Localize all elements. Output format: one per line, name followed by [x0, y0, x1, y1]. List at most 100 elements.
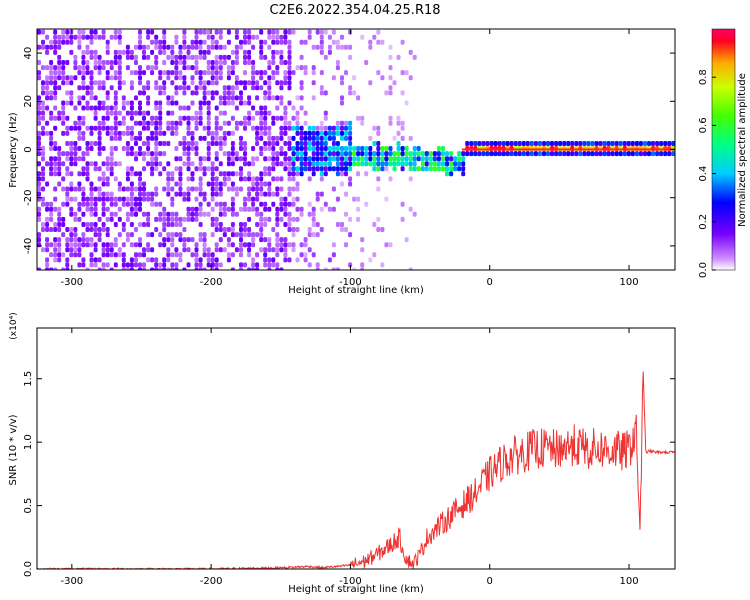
heatmap-cell	[441, 156, 445, 162]
heatmap-cell	[81, 232, 86, 238]
heatmap-cell	[222, 171, 227, 177]
heatmap-cell	[267, 85, 272, 91]
heatmap-cell	[214, 191, 219, 197]
heatmap-cell	[610, 141, 615, 146]
heatmap-cell	[319, 135, 324, 141]
heatmap-cell	[517, 151, 522, 157]
snr-x-tick-label: -200	[200, 576, 223, 587]
heatmap-cell	[400, 201, 405, 207]
heatmap-cell	[537, 141, 542, 146]
heatmap-cell	[166, 186, 171, 192]
heatmap-cell	[77, 120, 82, 126]
heatmap-cell	[129, 49, 134, 55]
heatmap-cell	[198, 120, 203, 126]
heatmap-cell	[37, 75, 41, 81]
heatmap-cell	[259, 39, 264, 45]
heatmap-cell	[255, 186, 260, 192]
colorbar-tick-label: 0.2	[698, 214, 709, 230]
heatmap-cell	[275, 29, 280, 35]
heatmap-cell	[323, 267, 328, 270]
heatmap-cell	[230, 95, 235, 101]
heatmap-cell	[178, 115, 183, 121]
heatmap-cell	[49, 216, 54, 222]
heatmap-cell	[247, 206, 252, 212]
heatmap-cell	[37, 191, 41, 197]
heatmap-cell	[319, 120, 324, 126]
heatmap-cell	[214, 201, 219, 207]
heatmap-cell	[319, 141, 324, 146]
heatmap-cell	[226, 85, 231, 91]
heatmap-cell	[279, 186, 284, 192]
heatmap-cell	[138, 196, 142, 202]
heatmap-cell	[239, 232, 243, 238]
heatmap-cell	[105, 176, 110, 182]
heatmap-cell	[182, 161, 187, 167]
heatmap-cell	[218, 54, 223, 60]
heatmap-cell	[259, 247, 264, 253]
heatmap-cell	[295, 181, 300, 187]
heatmap-cell	[170, 49, 175, 55]
heatmap-cell	[69, 237, 74, 243]
heatmap-cell	[57, 44, 62, 50]
spectrogram-x-tick-label: -100	[339, 277, 362, 288]
heatmap-cell	[69, 100, 74, 106]
heatmap-cell	[109, 65, 114, 71]
heatmap-cell	[121, 262, 126, 268]
heatmap-cell	[222, 201, 227, 207]
heatmap-cell	[194, 151, 199, 157]
heatmap-cell	[287, 211, 292, 217]
heatmap-cell	[218, 60, 223, 65]
heatmap-cell	[331, 141, 336, 146]
heatmap-cell	[125, 166, 130, 172]
heatmap-cell	[178, 44, 183, 50]
heatmap-cell	[509, 151, 514, 157]
heatmap-cell	[93, 95, 98, 101]
heatmap-cell	[194, 125, 199, 131]
heatmap-cell	[41, 186, 45, 192]
heatmap-cell	[327, 49, 332, 55]
heatmap-cell	[41, 166, 45, 172]
heatmap-cell	[154, 267, 159, 270]
heatmap-cell	[113, 146, 118, 151]
heatmap-cell	[186, 166, 191, 172]
heatmap-cell	[368, 257, 373, 263]
heatmap-cell	[186, 216, 191, 222]
heatmap-cell	[275, 34, 280, 40]
heatmap-cell	[287, 44, 292, 50]
heatmap-cell	[222, 60, 227, 65]
heatmap-cell	[186, 262, 191, 268]
heatmap-cell	[178, 171, 183, 177]
heatmap-cell	[271, 75, 276, 81]
heatmap-cell	[590, 141, 595, 146]
heatmap-cell	[109, 135, 114, 141]
heatmap-cell	[509, 141, 514, 146]
heatmap-cell	[291, 146, 296, 151]
heatmap-cell	[315, 151, 320, 157]
heatmap-cell	[279, 151, 284, 157]
heatmap-cell	[69, 151, 74, 157]
heatmap-cell	[142, 44, 146, 50]
heatmap-cell	[283, 196, 288, 202]
heatmap-cell	[263, 206, 268, 212]
heatmap-cell	[166, 54, 171, 60]
heatmap-cell	[77, 146, 82, 151]
heatmap-cell	[206, 141, 211, 146]
heatmap-cell	[570, 151, 575, 157]
heatmap-cell	[327, 156, 332, 162]
heatmap-cell	[251, 176, 256, 182]
heatmap-cell	[340, 151, 344, 157]
heatmap-cell	[198, 186, 203, 192]
heatmap-cell	[243, 115, 247, 121]
heatmap-cell	[230, 115, 235, 121]
heatmap-cell	[65, 257, 70, 263]
heatmap-cell	[303, 151, 308, 157]
heatmap-cell	[558, 141, 563, 146]
heatmap-cell	[372, 156, 377, 162]
heatmap-cell	[73, 146, 78, 151]
heatmap-cell	[89, 75, 94, 81]
heatmap-cell	[251, 115, 256, 121]
heatmap-cell	[178, 252, 183, 258]
heatmap-cell	[97, 237, 102, 243]
heatmap-cell	[41, 110, 45, 116]
heatmap-cell	[117, 65, 122, 71]
